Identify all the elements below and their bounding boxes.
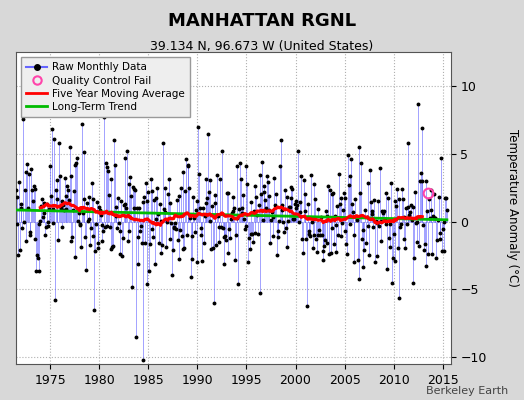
Y-axis label: Temperature Anomaly (°C): Temperature Anomaly (°C) [506,129,519,287]
Text: 39.134 N, 96.673 W (United States): 39.134 N, 96.673 W (United States) [150,40,374,53]
Text: Berkeley Earth: Berkeley Earth [426,386,508,396]
Text: MANHATTAN RGNL: MANHATTAN RGNL [168,12,356,30]
Legend: Raw Monthly Data, Quality Control Fail, Five Year Moving Average, Long-Term Tren: Raw Monthly Data, Quality Control Fail, … [21,57,190,117]
